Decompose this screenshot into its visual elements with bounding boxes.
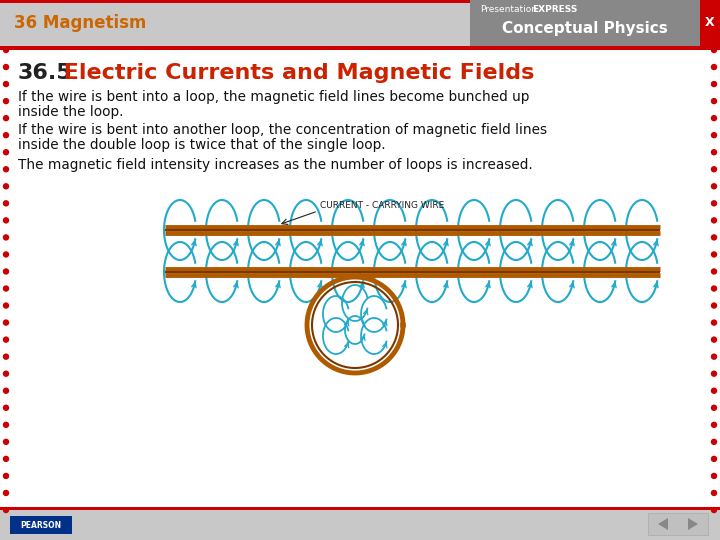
Circle shape <box>4 422 9 427</box>
Text: Conceptual Physics: Conceptual Physics <box>502 21 668 36</box>
Circle shape <box>711 167 716 172</box>
Circle shape <box>4 490 9 496</box>
Circle shape <box>4 337 9 342</box>
Circle shape <box>4 508 9 512</box>
Circle shape <box>711 508 716 512</box>
Circle shape <box>711 269 716 274</box>
Circle shape <box>4 252 9 257</box>
Circle shape <box>711 388 716 393</box>
Circle shape <box>711 406 716 410</box>
Circle shape <box>711 320 716 325</box>
Circle shape <box>4 99 9 104</box>
Circle shape <box>711 133 716 138</box>
Circle shape <box>4 65 9 70</box>
Circle shape <box>711 99 716 104</box>
Circle shape <box>711 440 716 444</box>
Circle shape <box>711 235 716 240</box>
Bar <box>0 510 720 540</box>
Circle shape <box>4 474 9 478</box>
Circle shape <box>711 422 716 427</box>
Text: The magnetic field intensity increases as the number of loops is increased.: The magnetic field intensity increases a… <box>18 158 533 172</box>
Circle shape <box>711 286 716 291</box>
Bar <box>0 46 720 50</box>
Text: Presentation: Presentation <box>480 5 537 15</box>
Circle shape <box>711 65 716 70</box>
Text: PEARSON: PEARSON <box>20 521 62 530</box>
Circle shape <box>4 218 9 223</box>
Text: Electric Currents and Magnetic Fields: Electric Currents and Magnetic Fields <box>56 63 534 83</box>
Circle shape <box>4 456 9 461</box>
Text: 36 Magnetism: 36 Magnetism <box>14 14 146 32</box>
Text: EXPRESS: EXPRESS <box>532 5 577 15</box>
Circle shape <box>4 354 9 359</box>
Circle shape <box>711 456 716 461</box>
Circle shape <box>4 116 9 120</box>
Circle shape <box>4 388 9 393</box>
Circle shape <box>711 490 716 496</box>
Circle shape <box>711 337 716 342</box>
Text: inside the loop.: inside the loop. <box>18 105 124 119</box>
Circle shape <box>711 184 716 189</box>
Bar <box>470 0 700 46</box>
Circle shape <box>4 269 9 274</box>
Bar <box>10 516 72 534</box>
Polygon shape <box>688 518 698 530</box>
Bar <box>0 0 720 46</box>
Bar <box>700 0 720 46</box>
Text: inside the double loop is twice that of the single loop.: inside the double loop is twice that of … <box>18 138 386 152</box>
Circle shape <box>4 133 9 138</box>
Circle shape <box>711 82 716 86</box>
Circle shape <box>4 440 9 444</box>
Circle shape <box>711 252 716 257</box>
Text: 36.5: 36.5 <box>18 63 73 83</box>
Circle shape <box>4 286 9 291</box>
Circle shape <box>4 235 9 240</box>
Bar <box>0 0 720 3</box>
Circle shape <box>4 201 9 206</box>
Circle shape <box>711 371 716 376</box>
Text: If the wire is bent into another loop, the concentration of magnetic field lines: If the wire is bent into another loop, t… <box>18 123 547 137</box>
Text: X: X <box>705 17 715 30</box>
Circle shape <box>4 150 9 155</box>
Circle shape <box>4 303 9 308</box>
Circle shape <box>711 116 716 120</box>
Circle shape <box>711 201 716 206</box>
Circle shape <box>4 320 9 325</box>
Circle shape <box>711 218 716 223</box>
Circle shape <box>4 406 9 410</box>
Circle shape <box>711 150 716 155</box>
Circle shape <box>711 303 716 308</box>
Bar <box>648 513 708 535</box>
Text: CURRENT - CARRYING WIRE: CURRENT - CARRYING WIRE <box>320 201 444 211</box>
Circle shape <box>4 82 9 86</box>
Bar <box>0 507 720 510</box>
Circle shape <box>711 48 716 52</box>
Polygon shape <box>658 518 668 530</box>
Circle shape <box>711 354 716 359</box>
Circle shape <box>711 474 716 478</box>
Circle shape <box>4 167 9 172</box>
Circle shape <box>4 184 9 189</box>
Text: If the wire is bent into a loop, the magnetic field lines become bunched up: If the wire is bent into a loop, the mag… <box>18 90 529 104</box>
Circle shape <box>4 371 9 376</box>
Circle shape <box>4 48 9 52</box>
